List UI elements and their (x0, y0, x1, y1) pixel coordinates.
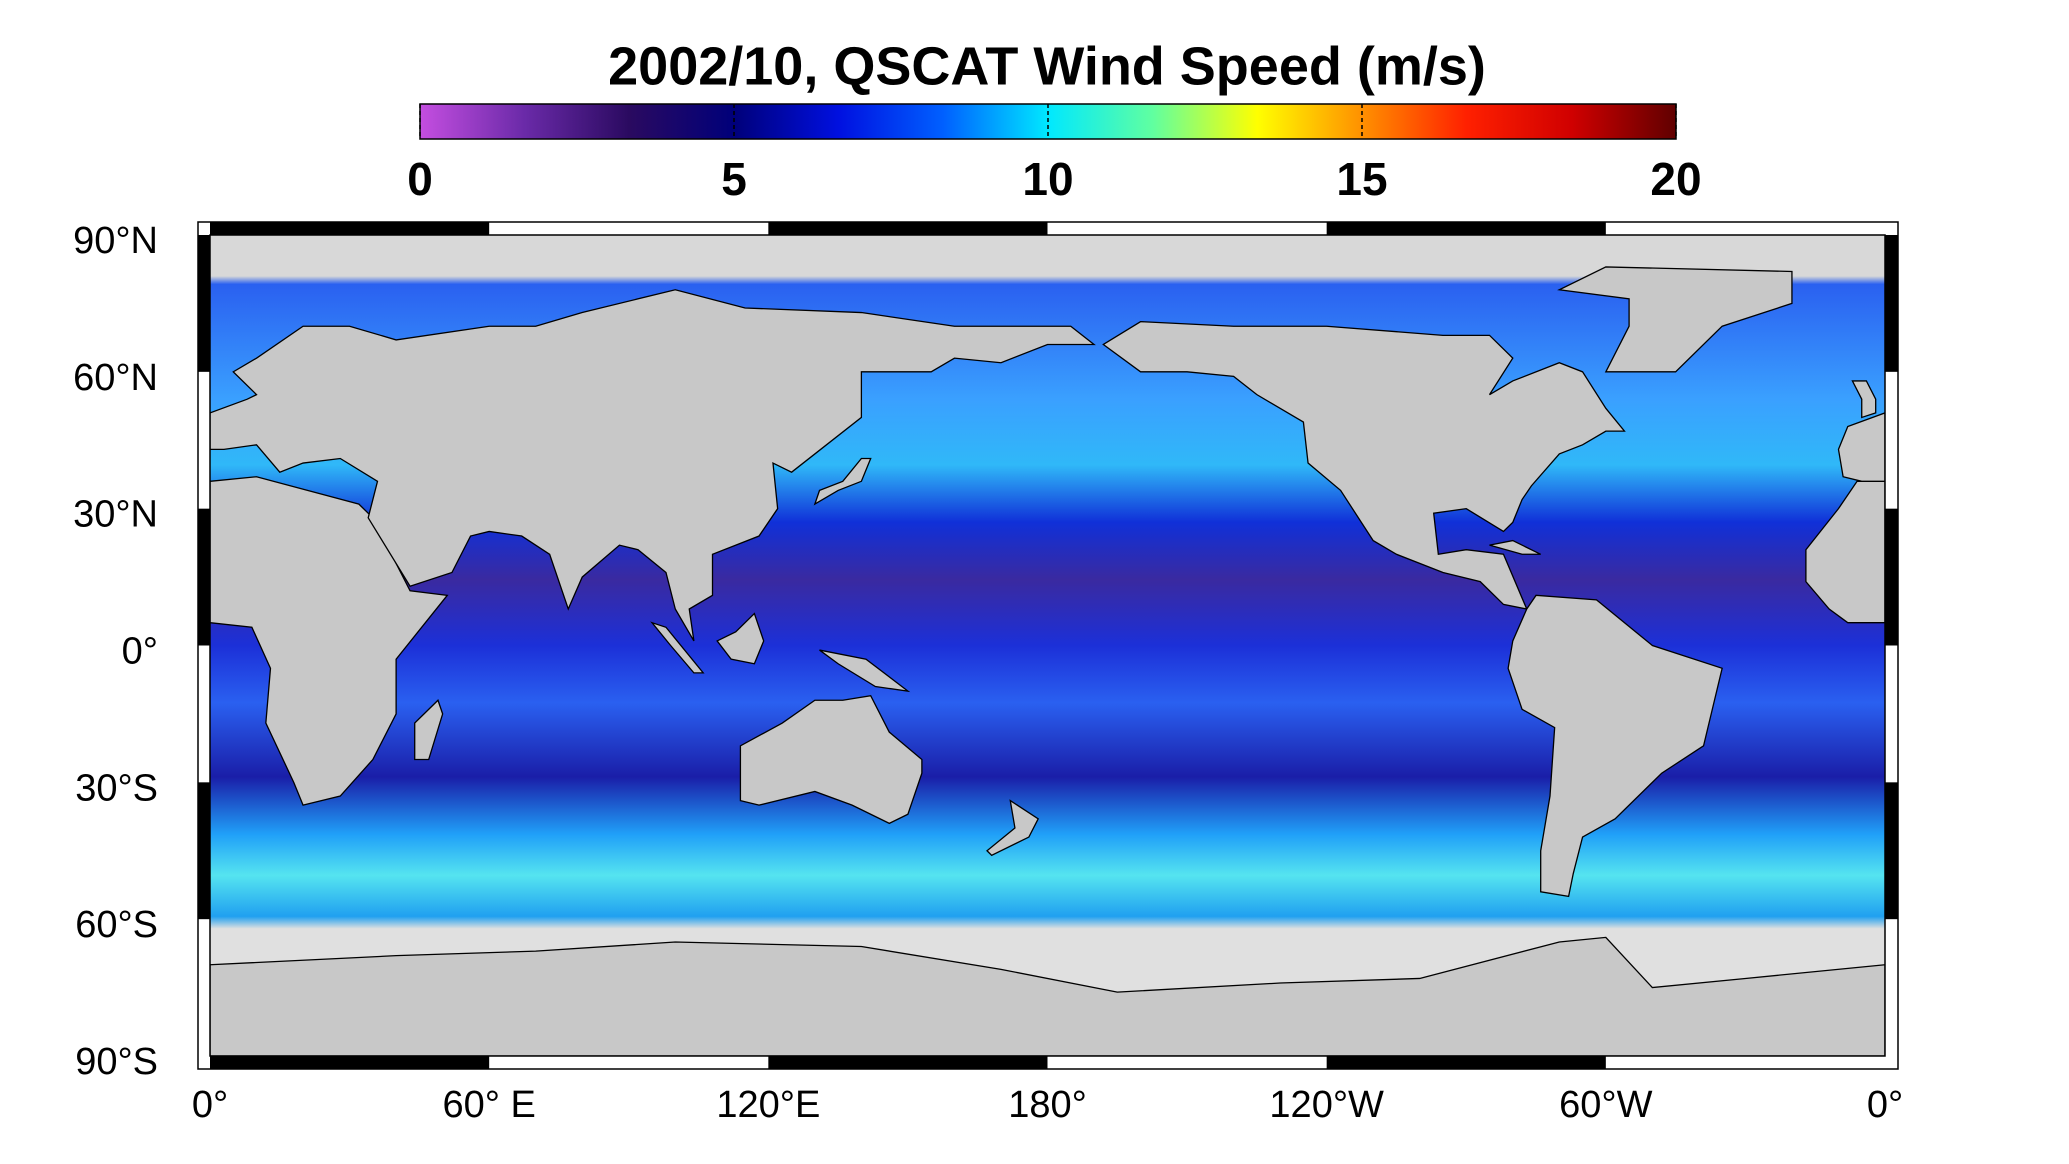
frame-bar (198, 508, 210, 646)
lon-label: 180° (1008, 1084, 1087, 1126)
new-guinea (820, 650, 908, 691)
lat-label: 60°S (75, 904, 158, 946)
sumatra (652, 623, 703, 673)
colorbar-tick-label: 5 (721, 153, 747, 205)
lat-label: 60°N (73, 357, 158, 399)
frame-bar (210, 1056, 490, 1069)
colorbar-tick-label: 15 (1336, 153, 1387, 205)
colorbar-tick-label: 0 (407, 153, 433, 205)
japan (815, 458, 871, 504)
australia (740, 696, 921, 824)
lon-label: 0° (1867, 1084, 1903, 1126)
map-area (210, 235, 1885, 1056)
greenland (1559, 267, 1792, 372)
lon-label: 0° (192, 1084, 228, 1126)
lat-label: 90°S (75, 1041, 158, 1083)
madagascar (415, 700, 443, 759)
frame-bar (198, 235, 210, 372)
continents (210, 267, 1885, 1056)
frame-bar (1885, 782, 1898, 920)
lon-label: 120°E (716, 1084, 820, 1126)
new-zealand (987, 801, 1038, 856)
eurasia (210, 290, 1094, 641)
lat-label: 90°N (73, 220, 158, 262)
frame-bar (1885, 235, 1898, 372)
borneo (717, 614, 764, 664)
cuba (1490, 541, 1541, 555)
frame-bar (210, 222, 490, 235)
map-title: 2002/10, QSCAT Wind Speed (m/s) (608, 36, 1486, 96)
lat-label: 0° (122, 631, 158, 673)
britain (1852, 381, 1875, 417)
map-border (209, 234, 1886, 1057)
north-america (1103, 322, 1624, 609)
antarctica (210, 937, 1885, 1056)
lon-label: 60° E (442, 1084, 535, 1126)
lat-label: 30°S (75, 767, 158, 809)
lon-label: 120°W (1269, 1084, 1384, 1126)
frame-bar (198, 782, 210, 920)
europe-west (1838, 413, 1885, 481)
frame-bar (1326, 222, 1606, 235)
frame-bar (1326, 1056, 1606, 1069)
lat-label: 30°N (73, 494, 158, 536)
frame-bar (1885, 508, 1898, 646)
africa-west (1806, 481, 1885, 622)
frame-bar (768, 1056, 1048, 1069)
africa (210, 477, 447, 805)
colorbar-tick-label: 10 (1022, 153, 1073, 205)
colorbar-tick-label: 20 (1650, 153, 1701, 205)
lon-label: 60°W (1559, 1084, 1652, 1126)
south-america (1508, 595, 1722, 896)
frame-bar (768, 222, 1048, 235)
